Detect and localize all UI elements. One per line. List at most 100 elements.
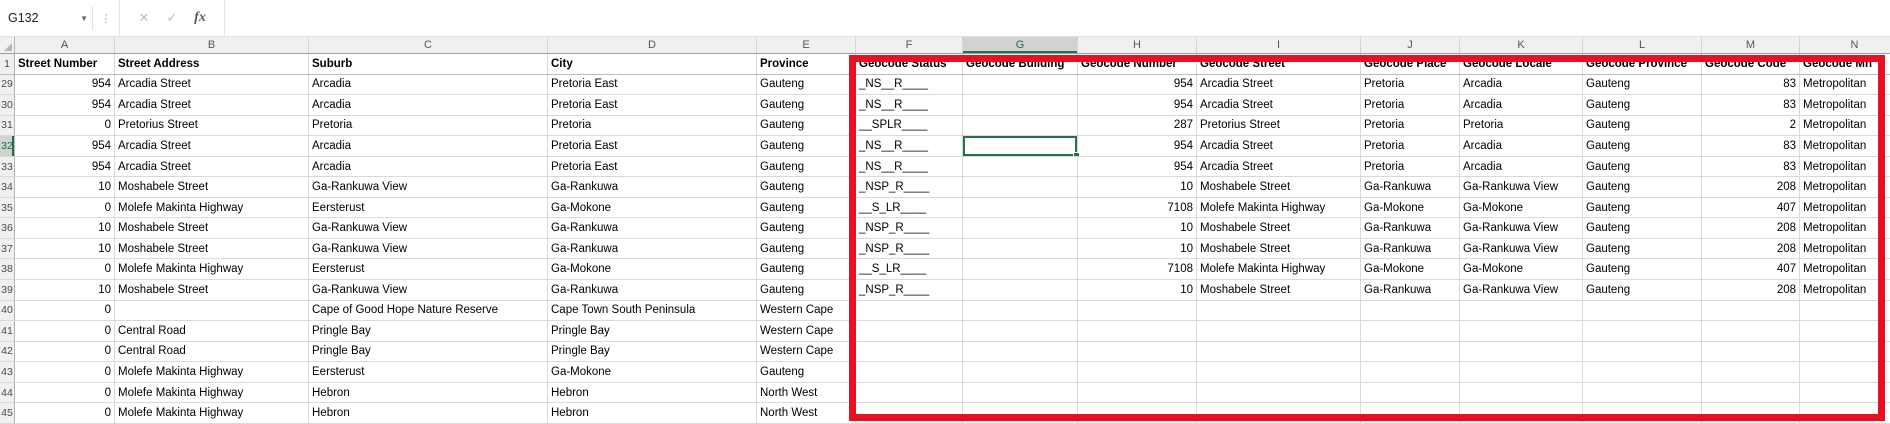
- formula-input[interactable]: [225, 0, 1890, 36]
- cell-C35[interactable]: Eersterust: [309, 197, 548, 218]
- cell-J30[interactable]: Pretoria: [1361, 95, 1460, 115]
- cell-D1[interactable]: City: [548, 54, 757, 74]
- row-header-37[interactable]: 37: [0, 238, 15, 259]
- cell-L29[interactable]: Gauteng: [1583, 74, 1702, 95]
- cell-K38[interactable]: Ga-Mokone: [1460, 259, 1583, 280]
- row-header-33[interactable]: 33: [0, 156, 15, 177]
- cell-I30[interactable]: Arcadia Street: [1197, 95, 1361, 115]
- column-header-F[interactable]: F: [856, 37, 963, 53]
- cell-A33[interactable]: 954: [15, 156, 115, 177]
- cell-M45[interactable]: [1702, 403, 1800, 423]
- cell-G29[interactable]: [963, 74, 1078, 95]
- column-header-H[interactable]: H: [1078, 37, 1197, 53]
- cell-D36[interactable]: Ga-Rankuwa: [548, 218, 757, 238]
- cell-G34[interactable]: [963, 177, 1078, 197]
- cell-K30[interactable]: Arcadia: [1460, 95, 1583, 115]
- cell-L37[interactable]: Gauteng: [1583, 238, 1702, 259]
- column-header-D[interactable]: D: [548, 37, 757, 53]
- row-header-39[interactable]: 39: [0, 280, 15, 300]
- cell-J39[interactable]: Ga-Rankuwa: [1361, 280, 1460, 300]
- cell-K39[interactable]: Ga-Rankuwa View: [1460, 280, 1583, 300]
- cell-F29[interactable]: _NS__R____: [856, 74, 963, 95]
- row-header-35[interactable]: 35: [0, 197, 15, 218]
- cell-K37[interactable]: Ga-Rankuwa View: [1460, 238, 1583, 259]
- cell-A31[interactable]: 0: [15, 115, 115, 136]
- cell-L38[interactable]: Gauteng: [1583, 259, 1702, 280]
- cell-B42[interactable]: Central Road: [115, 341, 309, 362]
- cell-K1[interactable]: Geocode Locale: [1460, 54, 1583, 74]
- cell-F33[interactable]: _NS__R____: [856, 156, 963, 177]
- cell-M29[interactable]: 83: [1702, 74, 1800, 95]
- cell-G38[interactable]: [963, 259, 1078, 280]
- cell-C37[interactable]: Ga-Rankuwa View: [309, 238, 548, 259]
- cell-J35[interactable]: Ga-Mokone: [1361, 197, 1460, 218]
- cell-D43[interactable]: Ga-Mokone: [548, 362, 757, 382]
- cell-C39[interactable]: Ga-Rankuwa View: [309, 280, 548, 300]
- cell-J45[interactable]: [1361, 403, 1460, 423]
- cell-L34[interactable]: Gauteng: [1583, 177, 1702, 197]
- cell-C29[interactable]: Arcadia: [309, 74, 548, 95]
- cell-A39[interactable]: 10: [15, 280, 115, 300]
- cell-D35[interactable]: Ga-Mokone: [548, 197, 757, 218]
- cell-B34[interactable]: Moshabele Street: [115, 177, 309, 197]
- row-header-41[interactable]: 41: [0, 321, 15, 341]
- cell-N33[interactable]: Metropolitan: [1800, 157, 1890, 177]
- cell-B39[interactable]: Moshabele Street: [115, 280, 309, 300]
- cell-E44[interactable]: North West: [757, 382, 856, 403]
- row-header-30[interactable]: 30: [0, 95, 15, 115]
- cell-I29[interactable]: Arcadia Street: [1197, 74, 1361, 95]
- cell-F45[interactable]: [856, 403, 963, 423]
- cell-A29[interactable]: 954: [15, 74, 115, 95]
- cell-B33[interactable]: Arcadia Street: [115, 156, 309, 177]
- cell-A45[interactable]: 0: [15, 403, 115, 423]
- cell-N42[interactable]: [1800, 342, 1890, 362]
- cell-H40[interactable]: [1078, 300, 1197, 321]
- cell-J33[interactable]: Pretoria: [1361, 156, 1460, 177]
- cell-I44[interactable]: [1197, 382, 1361, 403]
- cell-F38[interactable]: __S_LR____: [856, 259, 963, 280]
- cell-E40[interactable]: Western Cape: [757, 300, 856, 321]
- cell-N29[interactable]: Metropolitan: [1800, 75, 1890, 95]
- cell-H41[interactable]: [1078, 321, 1197, 341]
- cell-N38[interactable]: Metropolitan: [1800, 259, 1890, 279]
- cell-G40[interactable]: [963, 300, 1078, 321]
- cell-L36[interactable]: Gauteng: [1583, 218, 1702, 238]
- cell-D32[interactable]: Pretoria East: [548, 136, 757, 156]
- cell-L31[interactable]: Gauteng: [1583, 115, 1702, 136]
- cell-G1[interactable]: Geocode Building: [963, 54, 1078, 74]
- cell-N43[interactable]: [1800, 362, 1890, 382]
- cell-H1[interactable]: Geocode Number: [1078, 54, 1197, 74]
- cell-N44[interactable]: [1800, 383, 1890, 403]
- cell-H37[interactable]: 10: [1078, 238, 1197, 259]
- cell-B36[interactable]: Moshabele Street: [115, 218, 309, 238]
- cell-J43[interactable]: [1361, 362, 1460, 382]
- cell-E37[interactable]: Gauteng: [757, 238, 856, 259]
- cell-G31[interactable]: [963, 115, 1078, 136]
- column-header-L[interactable]: L: [1583, 37, 1702, 53]
- insert-function-icon[interactable]: fx: [194, 10, 206, 25]
- cell-F31[interactable]: __SPLR____: [856, 115, 963, 136]
- cell-L35[interactable]: Gauteng: [1583, 197, 1702, 218]
- cell-B44[interactable]: Molefe Makinta Highway: [115, 382, 309, 403]
- cell-N45[interactable]: [1800, 403, 1890, 423]
- cell-E42[interactable]: Western Cape: [757, 341, 856, 362]
- cell-D37[interactable]: Ga-Rankuwa: [548, 238, 757, 259]
- cell-H44[interactable]: [1078, 382, 1197, 403]
- cell-I45[interactable]: [1197, 403, 1361, 423]
- cell-K44[interactable]: [1460, 382, 1583, 403]
- cell-A35[interactable]: 0: [15, 197, 115, 218]
- cell-N30[interactable]: Metropolitan: [1800, 95, 1890, 115]
- cell-A37[interactable]: 10: [15, 238, 115, 259]
- cell-C44[interactable]: Hebron: [309, 382, 548, 403]
- cell-N1[interactable]: Geocode Mn: [1800, 54, 1890, 74]
- cell-C41[interactable]: Pringle Bay: [309, 321, 548, 341]
- cell-C40[interactable]: Cape of Good Hope Nature Reserve: [309, 300, 548, 321]
- cell-D39[interactable]: Ga-Rankuwa: [548, 280, 757, 300]
- cell-M1[interactable]: Geocode Code: [1702, 54, 1800, 74]
- cell-B43[interactable]: Molefe Makinta Highway: [115, 362, 309, 382]
- row-header-38[interactable]: 38: [0, 259, 15, 280]
- cell-K31[interactable]: Pretoria: [1460, 115, 1583, 136]
- column-header-E[interactable]: E: [757, 37, 856, 53]
- cell-K33[interactable]: Arcadia: [1460, 156, 1583, 177]
- cell-B35[interactable]: Molefe Makinta Highway: [115, 197, 309, 218]
